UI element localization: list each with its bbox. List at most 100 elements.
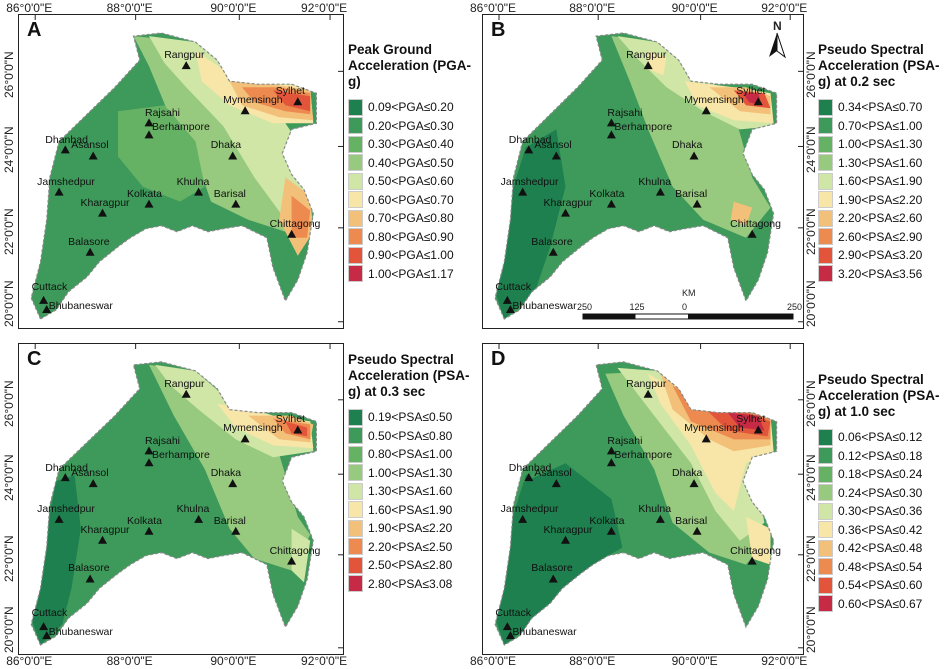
legend-label: 1.00<PGA≤1.17 xyxy=(368,266,454,281)
legend-label: 1.30<PSA≤1.60 xyxy=(368,484,453,499)
city-marker xyxy=(689,479,699,488)
legend-item: 0.50<PSA≤0.80 xyxy=(348,427,476,446)
legend-item: 0.36<PSA≤0.42 xyxy=(818,521,946,540)
legend-swatch xyxy=(818,521,833,539)
city-label: Chittagong xyxy=(730,544,781,557)
city-marker xyxy=(655,514,665,523)
city-label: Cuttack xyxy=(495,280,531,293)
legend-label: 0.19<PSA≤0.50 xyxy=(368,410,453,425)
scale-unit: KM xyxy=(682,288,696,298)
boundary-outline xyxy=(30,32,317,320)
legend-label: 0.18<PSA≤0.24 xyxy=(838,467,923,482)
city-label: Sylhet xyxy=(736,413,766,426)
city-marker xyxy=(524,473,534,482)
legend-label: 2.50<PSA≤2.80 xyxy=(368,558,453,573)
hazard-zone xyxy=(291,528,311,583)
legend-item: 1.60<PSA≤1.90 xyxy=(818,172,946,191)
city-marker xyxy=(60,145,70,154)
city-marker xyxy=(655,187,665,196)
legend-swatch xyxy=(818,191,833,209)
hazard-zone xyxy=(746,516,771,565)
legend-label: 1.00<PSA≤1.30 xyxy=(838,137,923,152)
scale-label: 125 xyxy=(629,302,645,312)
hazard-zone xyxy=(495,454,624,645)
hazard-zone xyxy=(730,201,753,226)
lat-tick-label: 20°0'0"N xyxy=(804,606,818,653)
legend-item: 0.60<PSA≤0.67 xyxy=(818,595,946,614)
city-marker xyxy=(747,556,757,565)
city-label: Barisal xyxy=(213,187,246,200)
city-label: Balasore xyxy=(531,562,573,575)
legend-label: 2.20<PSA≤2.60 xyxy=(838,211,923,226)
city-label: Sylhet xyxy=(736,85,766,98)
city-label: Khulna xyxy=(638,502,672,515)
city-marker xyxy=(293,97,303,106)
city-marker xyxy=(505,304,515,313)
hazard-zone xyxy=(273,90,311,112)
legend-item: 0.90<PGA≤1.00 xyxy=(348,246,476,265)
city-label: Jamshedpur xyxy=(500,502,559,515)
city-label: Khulna xyxy=(638,175,672,188)
city-label: Kharagpur xyxy=(80,196,130,209)
city-label: Dhanbad xyxy=(45,462,88,475)
legend-swatch xyxy=(348,538,363,556)
city-marker xyxy=(551,151,561,160)
city-label: Rangpur xyxy=(626,377,667,390)
city-marker xyxy=(240,434,250,443)
legend-item: 2.50<PSA≤2.80 xyxy=(348,556,476,575)
legend-swatch xyxy=(348,228,363,246)
legend-label: 0.36<PSA≤0.42 xyxy=(838,522,923,537)
lat-tick-label: 22°0'0"N xyxy=(2,535,16,582)
city-label: Berhampore xyxy=(614,121,673,134)
city-marker xyxy=(144,458,154,467)
legend-swatch xyxy=(348,117,363,135)
legend-swatch xyxy=(818,502,833,520)
city-label: Rajsahi xyxy=(607,435,643,448)
legend-label: 3.20<PSA≤3.56 xyxy=(838,266,923,281)
lon-tick-label: 92°0'0"E xyxy=(301,1,348,15)
city-label: Bhubaneswar xyxy=(48,299,113,312)
lat-tick-label: 22°0'0"N xyxy=(804,535,818,582)
map-canvas xyxy=(494,15,803,323)
legend-swatch xyxy=(348,501,363,519)
city-marker xyxy=(692,199,702,208)
city-marker xyxy=(643,389,653,398)
city-marker xyxy=(287,556,297,565)
legend-swatch xyxy=(818,558,833,576)
lat-tick-label: 22°0'0"N xyxy=(2,208,16,255)
legend-item: 1.00<PSA≤1.30 xyxy=(818,135,946,154)
city-label: Jamshedpur xyxy=(37,175,95,188)
hazard-zone xyxy=(149,36,311,220)
city-marker xyxy=(606,130,616,139)
lon-tick-label: 92°0'0"E xyxy=(761,654,808,668)
legend-label: 0.20<PGA≤0.30 xyxy=(368,118,454,133)
lat-tick-label: 20°0'0"N xyxy=(804,280,818,327)
city-marker xyxy=(88,151,98,160)
legend-swatch xyxy=(348,98,363,116)
legend-b: Pseudo Spectral Acceleration (PSA-g) at … xyxy=(818,42,946,283)
legend-label: 0.90<PGA≤1.00 xyxy=(368,248,454,263)
legend-item: 2.60<PSA≤2.90 xyxy=(818,228,946,247)
legend-item: 0.18<PSA≤0.24 xyxy=(818,465,946,484)
city-label: Khulna xyxy=(176,175,210,188)
city-label: Kolkata xyxy=(589,187,625,200)
legend-item: 0.12<PSA≤0.18 xyxy=(818,447,946,466)
legend-item: 2.20<PSA≤2.60 xyxy=(818,209,946,228)
map-canvas xyxy=(30,344,343,649)
city-label: Bhubaneswar xyxy=(48,626,113,639)
lon-tick-label: 88°0'0"E xyxy=(106,1,153,15)
legend-title: Pseudo Spectral Acceleration (PSA-g) at … xyxy=(348,352,470,399)
city-label: Cuttack xyxy=(31,280,68,293)
city-label: Dhaka xyxy=(210,139,242,152)
city-label: Berhampore xyxy=(152,449,210,462)
legend-swatch xyxy=(348,482,363,500)
legend-swatch xyxy=(348,246,363,264)
city-label: Barisal xyxy=(675,514,708,527)
hazard-zone xyxy=(291,195,311,238)
hazard-zone xyxy=(519,439,642,553)
legend-swatch xyxy=(348,519,363,537)
legend-item: 2.90<PSA≤3.20 xyxy=(818,246,946,265)
legend-swatch xyxy=(818,135,833,153)
legend-label: 0.30<PGA≤0.40 xyxy=(368,137,454,152)
legend-label: 0.30<PSA≤0.36 xyxy=(838,504,923,519)
